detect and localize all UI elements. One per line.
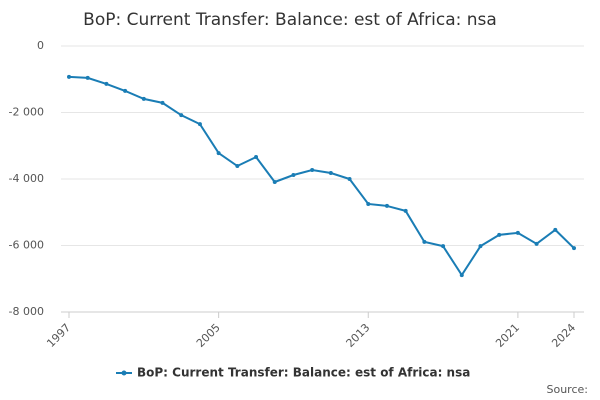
point [254, 155, 259, 160]
point [459, 273, 464, 278]
point [85, 75, 90, 80]
chart-title: BoP: Current Transfer: Balance: est of A… [83, 10, 497, 30]
point [534, 241, 539, 246]
x-tick-label: 2005 [194, 321, 223, 350]
point [216, 151, 221, 156]
source: Source: [547, 383, 589, 396]
point [235, 164, 240, 169]
point [179, 113, 184, 118]
line [68, 75, 575, 277]
point [515, 230, 520, 235]
point [347, 177, 352, 181]
point [384, 203, 389, 208]
point [422, 239, 427, 244]
y-tick-label: -8 000 [9, 305, 44, 318]
x-tick-label: 2024 [549, 321, 578, 350]
point [441, 244, 446, 249]
legend-swatch-dot [121, 370, 127, 376]
point [366, 201, 371, 206]
point [310, 168, 315, 173]
point [160, 100, 165, 105]
point [403, 208, 408, 213]
legend-label: BoP: Current Transfer: Balance: est of A… [137, 366, 470, 380]
point [141, 96, 146, 101]
point [328, 171, 333, 176]
point [572, 246, 576, 251]
point [123, 88, 128, 93]
y-tick-label: -2 000 [9, 106, 44, 119]
y-tick-label: 0 [37, 39, 44, 52]
y-tick-label: -4 000 [9, 172, 44, 185]
x-tick-label: 1997 [44, 321, 73, 350]
x-tick-label: 2021 [493, 321, 522, 350]
y-tick-label: -6 000 [9, 239, 44, 252]
x-tick-label: 2013 [344, 321, 373, 350]
point [553, 227, 558, 232]
point [478, 244, 483, 249]
point [67, 74, 71, 79]
point [272, 179, 277, 184]
point [104, 81, 109, 86]
point [197, 122, 202, 127]
point [497, 232, 502, 237]
point [291, 173, 296, 178]
